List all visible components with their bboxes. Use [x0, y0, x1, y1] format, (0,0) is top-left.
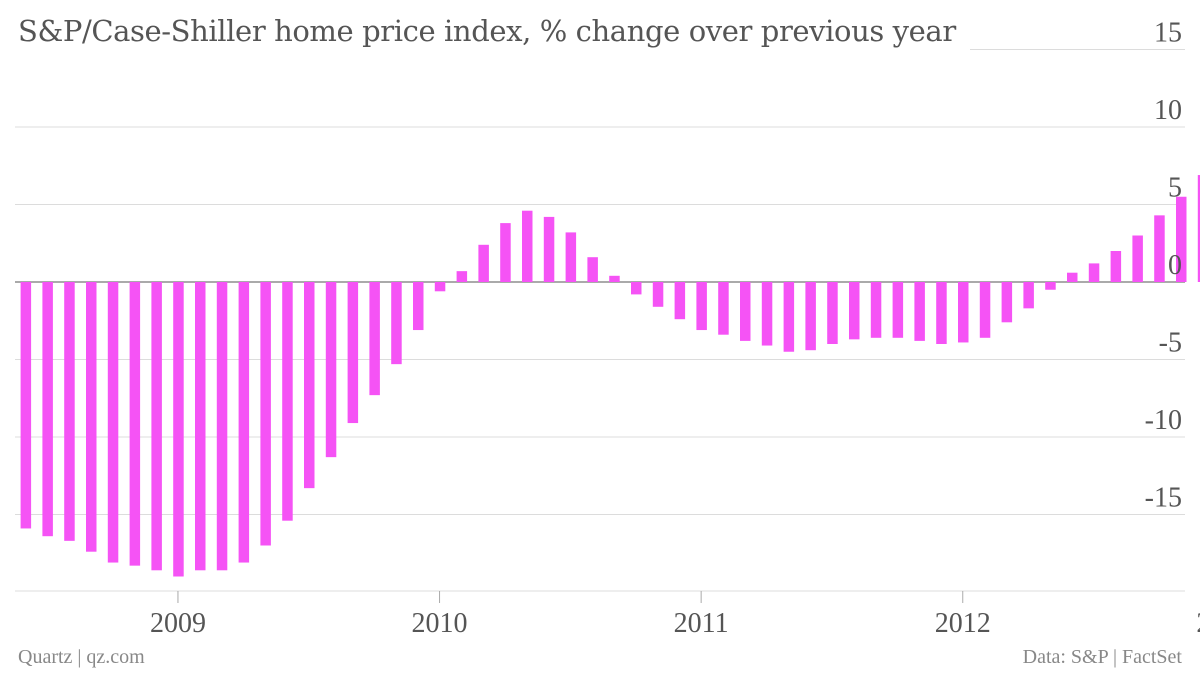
bar-2010-12 [674, 282, 686, 320]
y-tick-label: 15 [1154, 18, 1182, 49]
bar-2009-09 [347, 282, 359, 424]
chart-title: S&P/Case-Shiller home price index, % cha… [18, 14, 956, 48]
bar-2009-02 [195, 282, 206, 571]
bar-2012-02 [979, 282, 991, 338]
bar-2010-02 [456, 271, 468, 282]
bar-2009-05 [260, 282, 271, 546]
bar-2011-03 [740, 282, 751, 341]
axes: 15 10 5 0 -5 -10 -15 2009 2010 2011 2012 2013 [15, 18, 1200, 639]
bar-2010-01 [434, 282, 446, 292]
bar-2008-10 [107, 282, 119, 563]
bar-2008-06 [20, 282, 32, 529]
bar-2009-03 [216, 282, 228, 571]
bar-2010-05 [522, 210, 533, 282]
bar-2010-03 [478, 244, 489, 282]
bar-2009-07 [304, 282, 315, 489]
bar-2010-04 [500, 223, 511, 282]
bar-2011-04 [761, 282, 773, 346]
bar-2008-09 [86, 282, 97, 552]
y-tick-label: 10 [1154, 95, 1182, 126]
bar-2010-07 [565, 232, 577, 282]
bar-2012-06 [1067, 272, 1078, 282]
data-source: Data: S&P | FactSet [1022, 646, 1182, 668]
source-credit: Quartz | qz.com [18, 646, 145, 668]
bar-2012-07 [1088, 263, 1100, 282]
y-tick-label: -15 [1145, 483, 1182, 514]
bar-2010-10 [631, 282, 642, 295]
y-tick-label: 0 [1168, 250, 1182, 281]
bar-2010-06 [543, 216, 555, 282]
bar-2010-09 [609, 275, 620, 282]
bar-2009-06 [282, 282, 293, 521]
bar-2012-03 [1001, 282, 1013, 323]
bar-2011-12 [936, 282, 947, 344]
x-tick-label: 2010 [412, 608, 468, 639]
bar-2009-04 [238, 282, 250, 563]
bar-2009-11 [391, 282, 402, 365]
bar-2012-04 [1023, 282, 1034, 309]
bar-2012-10 [1154, 215, 1165, 282]
bar-2010-08 [587, 257, 598, 282]
bar-2012-05 [1045, 282, 1056, 290]
x-tick-label: 2011 [674, 608, 729, 639]
bar-2008-07 [42, 282, 53, 537]
bar-2011-09 [870, 282, 882, 338]
x-tick-label: 2013 [1196, 608, 1200, 639]
bar-2012-09 [1132, 235, 1143, 282]
bar-2012-01 [958, 282, 969, 343]
bar-2009-08 [325, 282, 337, 458]
y-tick-label: 5 [1168, 173, 1182, 204]
bar-2011-11 [914, 282, 925, 341]
bar-2009-10 [369, 282, 380, 396]
bar-2012-11 [1176, 196, 1187, 282]
bar-2009-12 [413, 282, 424, 331]
x-tick-label: 2009 [150, 608, 206, 639]
gridlines [15, 49, 1185, 515]
bar-2011-05 [783, 282, 795, 352]
bars [20, 175, 1200, 577]
y-tick-label: -10 [1145, 405, 1182, 436]
bar-2011-08 [849, 282, 860, 340]
bar-2008-12 [151, 282, 162, 571]
bar-2011-10 [892, 282, 904, 338]
bar-2011-02 [718, 282, 729, 335]
bar-2011-01 [696, 282, 707, 331]
bar-2011-06 [805, 282, 816, 351]
bar-2011-07 [827, 282, 838, 344]
y-tick-label: -5 [1159, 328, 1182, 359]
bar-2009-01 [173, 282, 184, 577]
bar-2008-11 [129, 282, 141, 566]
bar-2008-08 [64, 282, 75, 541]
bar-2012-12 [1197, 175, 1200, 282]
bar-2010-11 [652, 282, 664, 307]
x-tick-label: 2012 [935, 608, 991, 639]
bar-2012-08 [1110, 251, 1122, 282]
